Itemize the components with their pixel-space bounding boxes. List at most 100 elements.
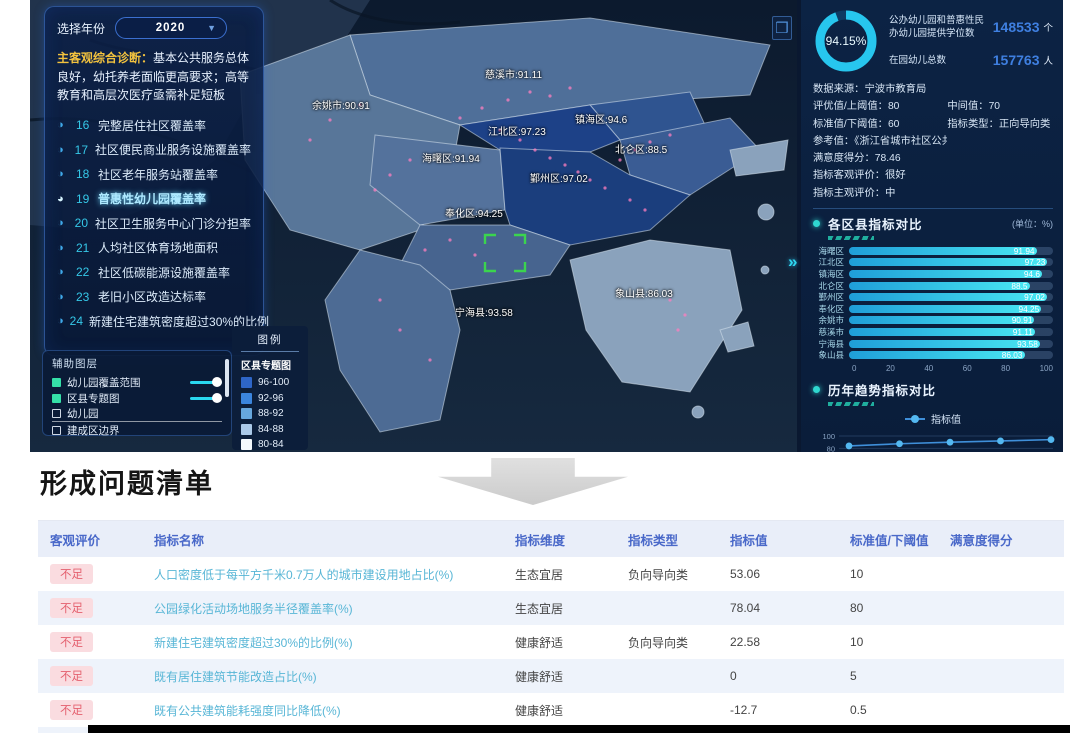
line-y-tick: 100	[822, 432, 835, 441]
layer-toggle[interactable]	[190, 393, 222, 403]
legend-range-label: 96-100	[258, 377, 290, 389]
year-select-dropdown[interactable]: 2020 ▼	[115, 17, 228, 39]
district-ninghai[interactable]	[324, 249, 461, 433]
district-jiangbei[interactable]	[458, 104, 621, 153]
map-3d-toggle-icon[interactable]: ❒	[772, 16, 792, 40]
layer-item[interactable]: 区县专题图	[52, 390, 222, 406]
legend-item: 92-96	[241, 391, 299, 407]
layer-toggle[interactable]	[190, 377, 222, 387]
trend-point[interactable]	[896, 440, 903, 448]
checkbox-checked-icon[interactable]	[52, 377, 61, 387]
district-haishu[interactable]	[369, 134, 506, 226]
indicator-item-22[interactable]: ◑ 22 社区低碳能源设施覆盖率	[57, 260, 251, 285]
indicator-item-19[interactable]: ◕ 19 普惠性幼儿园覆盖率	[57, 186, 251, 211]
district-yinzhou[interactable]	[499, 147, 691, 246]
legend-item: 84-88	[241, 422, 299, 438]
info-left-text: 满意度得分：78.46	[813, 153, 901, 165]
indicator-name-link[interactable]: 既有居住建筑节能改造占比(%)	[154, 669, 317, 684]
trend-point[interactable]	[997, 437, 1004, 445]
bar-fill	[849, 270, 1042, 279]
legend-range-label: 88-92	[258, 408, 284, 420]
line-chart-legend[interactable]: 指标值	[813, 411, 1053, 426]
indicator-item-16[interactable]: ◑ 16 完整居住社区覆盖率	[57, 113, 251, 138]
down-arrow-icon	[438, 458, 628, 505]
checkbox-icon[interactable]	[52, 409, 61, 418]
map-legend: 图例 区县专题图 96-100 92-96 88-92 84-88 80-84	[232, 326, 308, 451]
district-label-鄞州区: 鄞州区:97.02	[530, 174, 588, 185]
table-row[interactable]: 不足 既有居住建筑节能改造占比(%) 健康舒适 0 5	[38, 659, 1064, 693]
bottom-bar	[88, 725, 1070, 733]
trend-point[interactable]	[845, 442, 853, 450]
legend-swatch	[241, 408, 252, 420]
badge-cell: 不足	[38, 564, 142, 584]
district-shapes[interactable]	[239, 17, 789, 433]
column-header: 指标维度	[515, 533, 566, 548]
bar-category-label: 奉化区	[818, 303, 844, 314]
trend-point[interactable]	[1047, 436, 1055, 444]
layers-panel: 辅助图层 幼儿园覆盖范围 区县专题图 幼儿园 建成区边界	[42, 350, 232, 438]
bar-fill	[849, 328, 1035, 337]
table-row[interactable]: 不足 新建住宅建筑密度超过30%的比例(%) 健康舒适 负向导向类 22.58 10	[38, 625, 1064, 659]
info-line: 参考值：《浙江省城市社区公共服务设施专项体检导则》	[813, 133, 1053, 150]
indicator-number: 18	[76, 167, 90, 182]
indicator-number: 24	[69, 314, 84, 329]
bar-axis-tick: 0	[852, 364, 857, 374]
district-xiangshan[interactable]	[569, 239, 743, 393]
panel-collapse-icon[interactable]: »	[788, 252, 798, 271]
line-y-tick: 80	[827, 444, 835, 452]
indicator-name-link[interactable]: 公园绿化活动场地服务半径覆盖率(%)	[154, 601, 353, 616]
district-label-北仑区: 北仑区:88.5	[615, 145, 668, 156]
problem-table: 客观评价 指标名称 指标维度 指标类型 指标值 标准值/下阈值 满意度得分 不足 人口密度低于…	[38, 520, 1064, 733]
map-dashboard: 慈溪市:91.11 余姚市:90.91 镇海区:94.6 江北区:97.23 北仑区:8…	[30, 0, 1063, 452]
indicator-name-link[interactable]: 新建住宅建筑密度超过30%的比例(%)	[154, 635, 353, 650]
toggle-knob[interactable]	[212, 377, 222, 387]
stat-value: 148533	[992, 19, 1040, 35]
column-header: 指标名称	[154, 533, 205, 548]
indicator-item-18[interactable]: ◑ 18 社区老年服务站覆盖率	[57, 162, 251, 187]
standard-cell: 10	[850, 567, 864, 581]
layers-scrollbar[interactable]	[225, 359, 229, 397]
layer-item[interactable]: 幼儿园覆盖范围	[52, 374, 222, 390]
bar-category-label: 鄞州区	[818, 292, 844, 303]
indicator-info: 数据来源：宁波市教育局 评优值/上阈值：80 中间值：70 标准值/下阈值：60 指标类…	[813, 81, 1053, 202]
indicator-item-20[interactable]: ◑ 20 社区卫生服务中心门诊分担率	[57, 211, 251, 236]
bar-fill	[849, 339, 1040, 348]
island	[691, 405, 705, 419]
year-selector-label: 选择年份	[57, 21, 106, 36]
toggle-knob[interactable]	[212, 393, 222, 403]
bar-track: 94.25	[849, 304, 1053, 314]
indicator-number: 23	[76, 289, 90, 304]
trend-point[interactable]	[946, 438, 954, 446]
info-line: 标准值/下阈值：60 指标类型：正向导向类	[813, 116, 1053, 133]
layer-item[interactable]: 幼儿园	[52, 406, 222, 422]
bar-value-label: 90.91	[1011, 315, 1033, 326]
legend-swatch	[241, 392, 252, 404]
indicator-item-17[interactable]: ◑ 17 社区便民商业服务设施覆盖率	[57, 137, 251, 162]
district-label-奉化区: 奉化区:94.25	[445, 209, 503, 220]
indicator-list: ◑ 16 完整居住社区覆盖率 ◑ 17 社区便民商业服务设施覆盖率 ◑ 18 社区老年服务站覆盖…	[57, 113, 269, 334]
pie-icon: ◑	[57, 290, 64, 303]
district-beilun[interactable]	[619, 117, 761, 196]
layer-item[interactable]: 建成区边界	[52, 422, 222, 438]
diagnosis-title: 主客观综合诊断：	[57, 51, 154, 65]
standard-cell: 5	[850, 669, 857, 683]
indicator-name-link[interactable]: 既有公共建筑能耗强度同比降低(%)	[154, 703, 341, 718]
table-row[interactable]: 不足 既有公共建筑能耗强度同比降低(%) 健康舒适 -12.7 0.5	[38, 693, 1064, 727]
value-cell: -12.7	[730, 703, 758, 717]
info-line: 评优值/上阈值：80 中间值：70	[813, 98, 1053, 115]
bar-category-label: 象山县	[818, 350, 844, 361]
indicator-item-24[interactable]: ◑ 24 新建住宅建筑密度超过30%的比例	[57, 309, 269, 334]
pie-icon: ◑	[57, 266, 64, 279]
indicator-item-21[interactable]: ◑ 21 人均社区体育场地面积	[57, 235, 251, 260]
legend-swatch	[241, 423, 252, 435]
value-cell: 0	[730, 669, 737, 683]
table-row[interactable]: 不足 人口密度低于每平方千米0.7万人的城市建设用地占比(%) 生态宜居 负向导向类 5…	[38, 557, 1064, 591]
checkbox-checked-icon[interactable]	[52, 393, 61, 403]
bar-track: 97.02	[849, 292, 1053, 302]
indicator-name-link[interactable]: 人口密度低于每平方千米0.7万人的城市建设用地占比(%)	[154, 567, 454, 582]
bar-value-label: 88.5	[1011, 280, 1028, 291]
table-row[interactable]: 不足 公园绿化活动场地服务半径覆盖率(%) 生态宜居 78.04 80	[38, 591, 1064, 625]
checkbox-icon[interactable]	[52, 425, 61, 435]
indicator-item-23[interactable]: ◑ 23 老旧小区改造达标率	[57, 284, 251, 309]
